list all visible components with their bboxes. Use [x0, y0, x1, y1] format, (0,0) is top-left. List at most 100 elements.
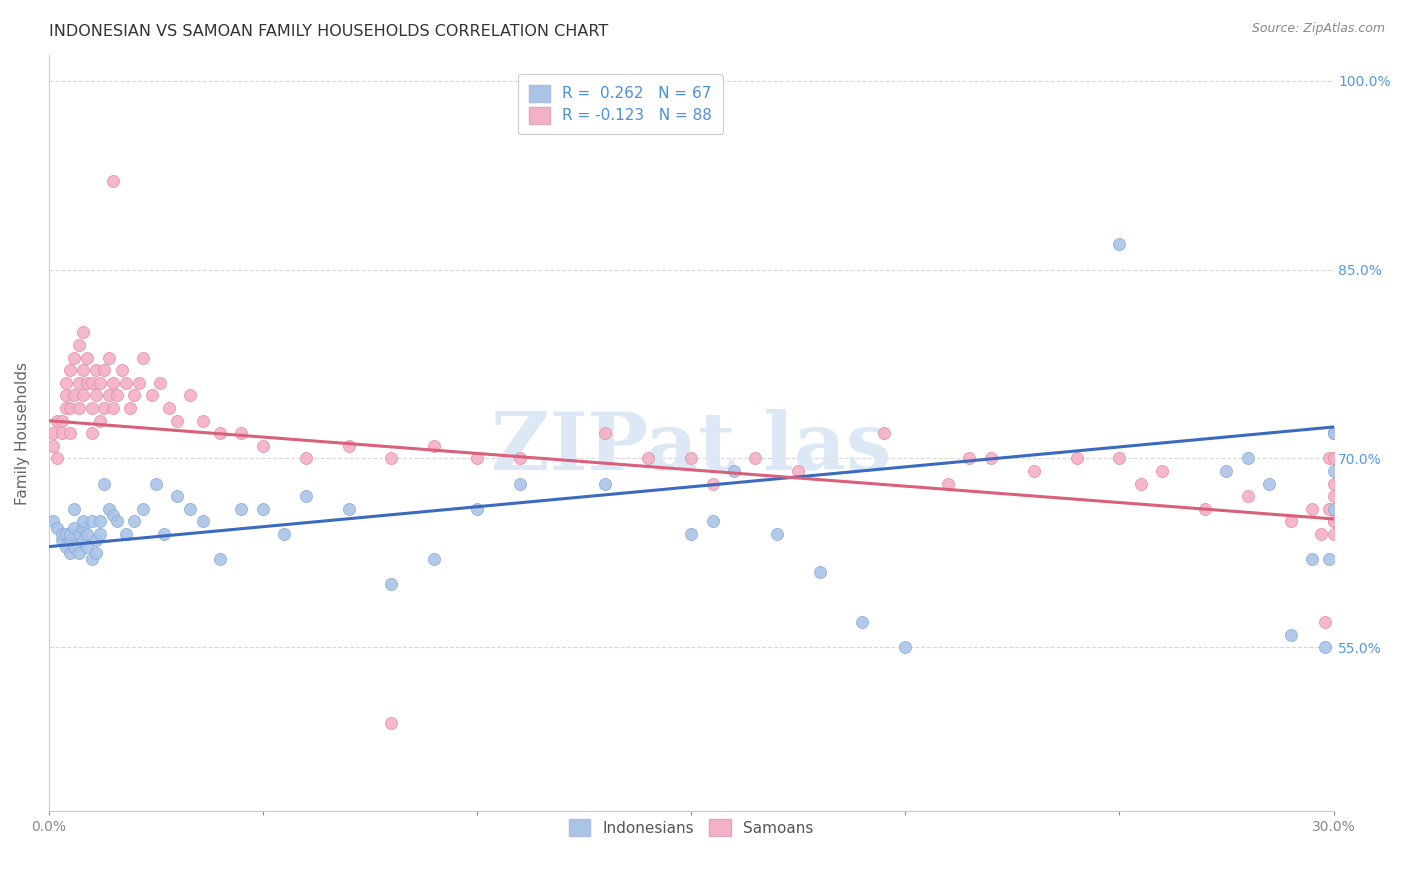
Text: Source: ZipAtlas.com: Source: ZipAtlas.com [1251, 22, 1385, 36]
Point [1258, 476, 1281, 491]
Point [209, 552, 232, 566]
Point [72, 326, 94, 340]
Point [132, 501, 155, 516]
Point [59, 533, 82, 548]
Point [93, 401, 115, 415]
Point [1322, 515, 1344, 529]
Point [231, 426, 253, 441]
Point [1066, 451, 1088, 466]
Point [959, 451, 981, 466]
Point [76, 351, 98, 365]
Point [72, 515, 94, 529]
Point [55, 540, 77, 554]
Point [681, 527, 703, 541]
Point [97, 388, 120, 402]
Point [1215, 464, 1237, 478]
Point [1022, 464, 1045, 478]
Point [93, 476, 115, 491]
Point [702, 476, 724, 491]
Point [1322, 426, 1344, 441]
Point [97, 351, 120, 365]
Point [723, 464, 745, 478]
Point [51, 533, 73, 548]
Point [55, 401, 77, 415]
Point [1237, 451, 1260, 466]
Point [105, 515, 128, 529]
Point [46, 451, 69, 466]
Point [1322, 489, 1344, 503]
Point [595, 476, 617, 491]
Point [637, 451, 659, 466]
Point [380, 716, 402, 731]
Point [105, 388, 128, 402]
Point [1237, 489, 1260, 503]
Point [89, 414, 111, 428]
Point [1322, 451, 1344, 466]
Point [93, 363, 115, 377]
Point [76, 527, 98, 541]
Point [114, 376, 136, 390]
Point [191, 515, 214, 529]
Point [1322, 515, 1344, 529]
Point [1194, 501, 1216, 516]
Point [1322, 426, 1344, 441]
Point [1301, 501, 1323, 516]
Point [1108, 237, 1130, 252]
Point [1313, 615, 1336, 630]
Point [1309, 527, 1331, 541]
Point [681, 451, 703, 466]
Point [744, 451, 766, 466]
Point [808, 565, 831, 579]
Point [101, 174, 124, 188]
Point [120, 401, 142, 415]
Point [89, 376, 111, 390]
Point [72, 363, 94, 377]
Point [1317, 501, 1340, 516]
Point [1322, 501, 1344, 516]
Point [51, 414, 73, 428]
Point [46, 414, 69, 428]
Point [89, 515, 111, 529]
Text: ZIPat las: ZIPat las [491, 409, 891, 487]
Point [423, 439, 446, 453]
Point [80, 376, 103, 390]
Point [124, 388, 146, 402]
Point [72, 521, 94, 535]
Point [84, 533, 107, 548]
Point [80, 401, 103, 415]
Point [787, 464, 810, 478]
Point [149, 376, 172, 390]
Point [72, 388, 94, 402]
Point [84, 388, 107, 402]
Point [1322, 464, 1344, 478]
Point [936, 476, 959, 491]
Point [80, 515, 103, 529]
Point [465, 501, 488, 516]
Point [51, 527, 73, 541]
Point [59, 546, 82, 560]
Point [179, 388, 201, 402]
Point [46, 521, 69, 535]
Point [1129, 476, 1152, 491]
Point [51, 426, 73, 441]
Point [89, 527, 111, 541]
Point [765, 527, 787, 541]
Point [509, 476, 531, 491]
Point [84, 546, 107, 560]
Point [67, 338, 90, 352]
Point [110, 363, 132, 377]
Point [59, 426, 82, 441]
Point [76, 540, 98, 554]
Point [380, 451, 402, 466]
Point [179, 501, 201, 516]
Point [273, 527, 295, 541]
Point [59, 363, 82, 377]
Point [55, 376, 77, 390]
Point [423, 552, 446, 566]
Point [145, 476, 167, 491]
Point [1279, 628, 1302, 642]
Point [63, 540, 86, 554]
Point [42, 426, 65, 441]
Point [157, 401, 180, 415]
Point [141, 388, 163, 402]
